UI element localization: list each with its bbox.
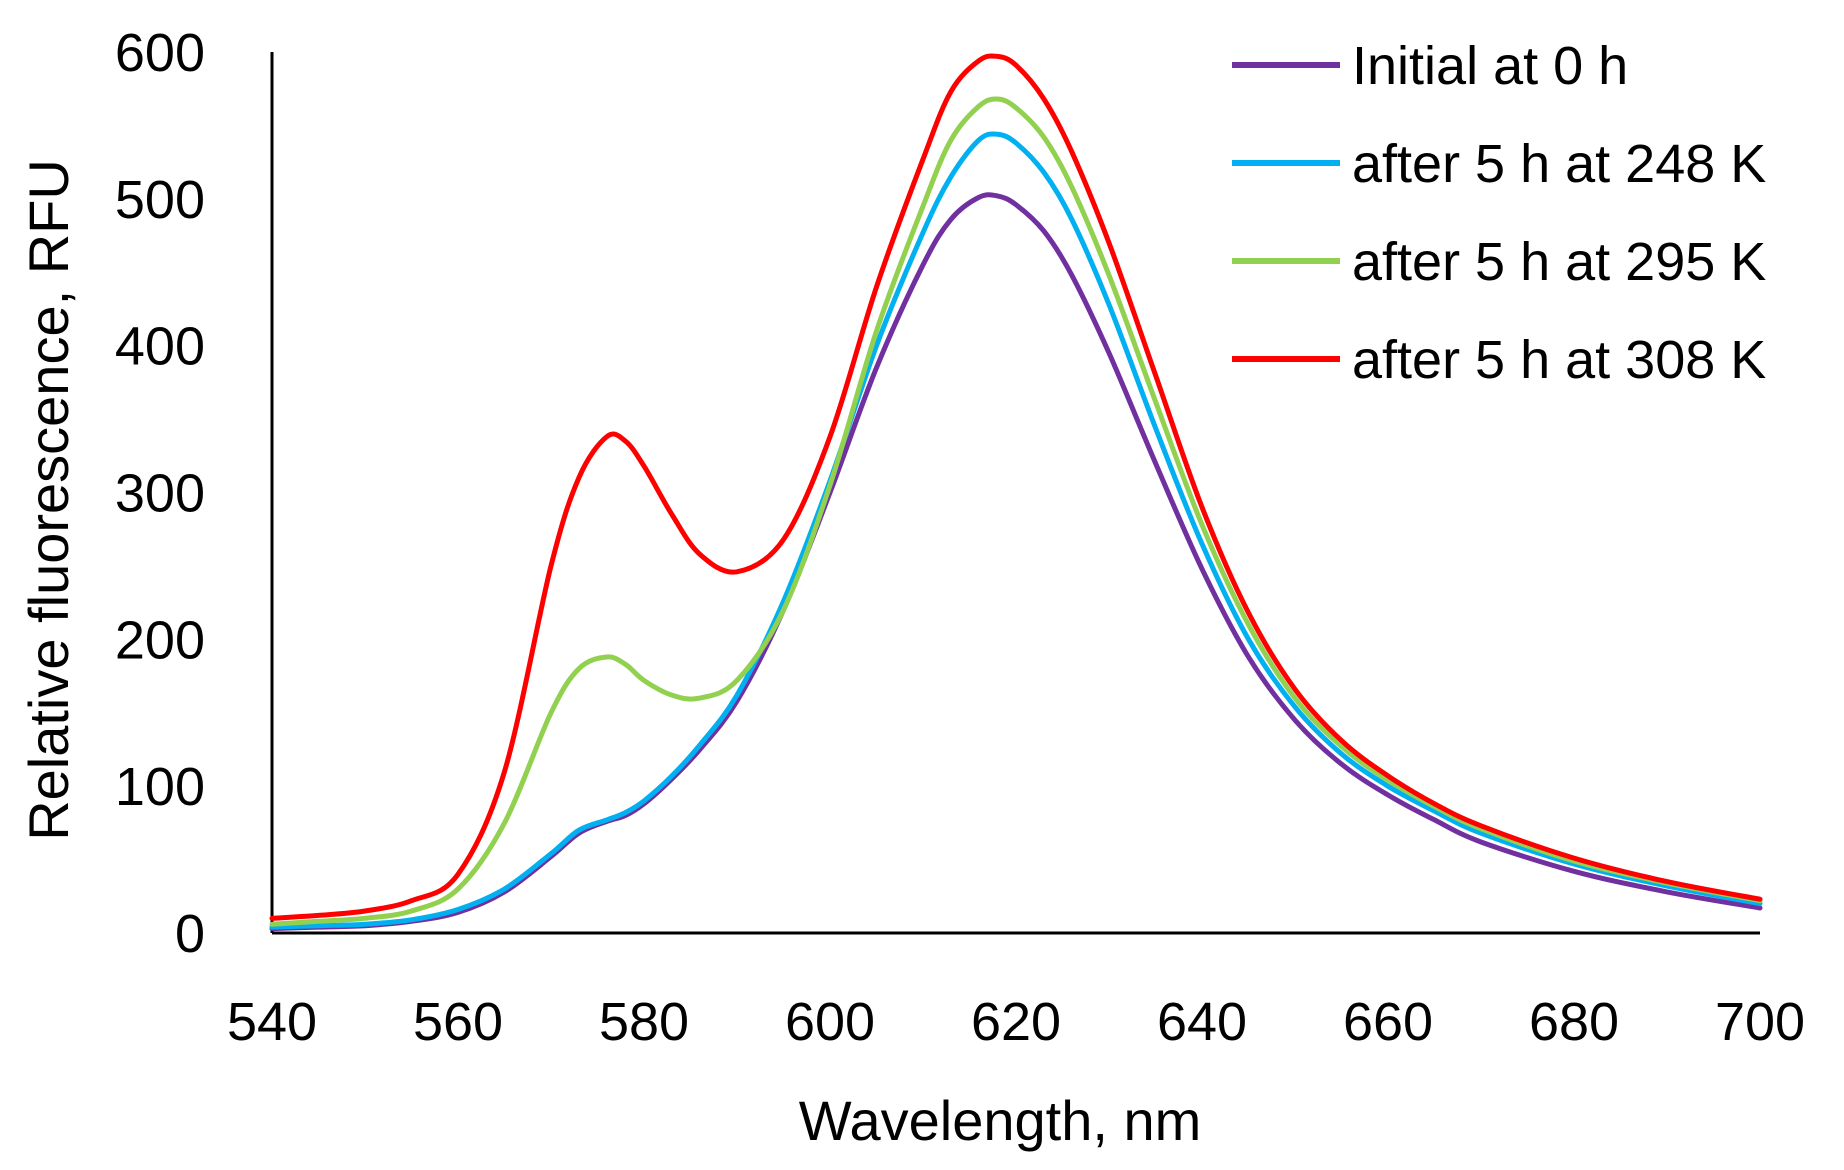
x-axis-title: Wavelength, nm xyxy=(799,1089,1202,1152)
series-line-1 xyxy=(269,192,1763,932)
x-tick-label: 600 xyxy=(785,992,875,1052)
x-tick-label: 620 xyxy=(971,992,1061,1052)
y-tick-label: 500 xyxy=(115,170,205,230)
y-tick-label: 100 xyxy=(115,757,205,817)
legend: Initial at 0 h after 5 h at 248 K after 5 … xyxy=(1232,36,1766,390)
y-tick-label: 0 xyxy=(175,904,205,964)
series-line-2 xyxy=(269,131,1763,930)
y-tick-label: 200 xyxy=(115,610,205,670)
legend-label-4: after 5 h at 308 K xyxy=(1352,330,1766,390)
x-tick-label: 560 xyxy=(413,992,503,1052)
series-lines xyxy=(269,53,1763,932)
y-tick-label: 400 xyxy=(115,317,205,377)
series-line-4 xyxy=(269,53,1763,921)
legend-label-2: after 5 h at 248 K xyxy=(1352,134,1766,194)
x-tick-label: 660 xyxy=(1343,992,1433,1052)
y-tick-label: 300 xyxy=(115,464,205,524)
x-tick-label: 580 xyxy=(599,992,689,1052)
x-tick-label: 700 xyxy=(1715,992,1805,1052)
x-tick-label: 680 xyxy=(1529,992,1619,1052)
axes: 540 560 580 600 620 640 660 680 700 0 100 200 300 400… xyxy=(115,23,1805,1052)
x-tick-label: 640 xyxy=(1157,992,1247,1052)
series-line-3 xyxy=(269,96,1763,927)
y-tick-label: 600 xyxy=(115,23,205,83)
y-axis-title: Relative fluorescence, RFU xyxy=(17,159,80,841)
x-tick-label: 540 xyxy=(227,992,317,1052)
legend-label-1: Initial at 0 h xyxy=(1352,36,1628,96)
legend-label-3: after 5 h at 295 K xyxy=(1352,232,1766,292)
